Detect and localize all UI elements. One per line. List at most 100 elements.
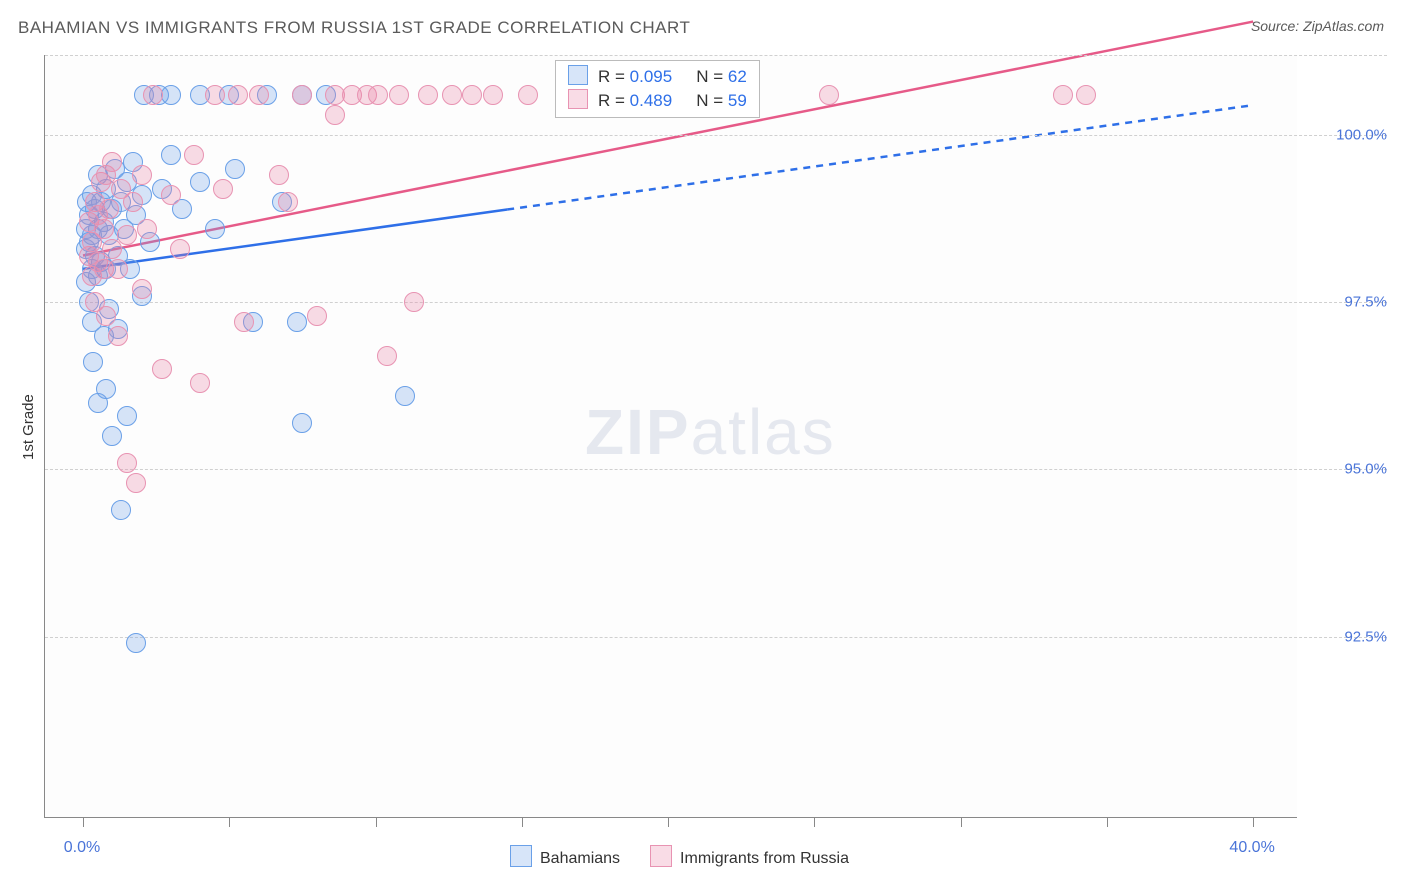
scatter-marker — [83, 352, 103, 372]
scatter-marker — [1076, 85, 1096, 105]
scatter-marker — [96, 379, 116, 399]
scatter-marker — [111, 500, 131, 520]
scatter-marker — [152, 359, 172, 379]
scatter-marker — [108, 326, 128, 346]
scatter-marker — [325, 105, 345, 125]
x-tick — [1253, 817, 1254, 827]
x-tick — [814, 817, 815, 827]
y-tick-label: 97.5% — [1307, 294, 1387, 311]
x-tick — [376, 817, 377, 827]
scatter-marker — [137, 219, 157, 239]
scatter-marker — [234, 312, 254, 332]
scatter-marker — [184, 145, 204, 165]
scatter-marker — [287, 312, 307, 332]
y-tick-label: 92.5% — [1307, 628, 1387, 645]
scatter-marker — [132, 279, 152, 299]
scatter-marker — [404, 292, 424, 312]
scatter-marker — [377, 346, 397, 366]
stats-r-label: R = — [598, 91, 630, 110]
legend-item: Immigrants from Russia — [650, 845, 849, 868]
scatter-marker — [307, 306, 327, 326]
legend-label: Bahamians — [540, 850, 620, 867]
scatter-marker — [126, 633, 146, 653]
scatter-marker — [161, 185, 181, 205]
scatter-marker — [161, 85, 181, 105]
scatter-marker — [108, 259, 128, 279]
scatter-marker — [126, 473, 146, 493]
scatter-marker — [170, 239, 190, 259]
scatter-marker — [1053, 85, 1073, 105]
x-tick — [229, 817, 230, 827]
scatter-marker — [96, 306, 116, 326]
scatter-marker — [190, 373, 210, 393]
legend-swatch — [510, 845, 532, 867]
trend-line — [83, 22, 1253, 256]
x-tick — [522, 817, 523, 827]
gridline — [45, 469, 1387, 470]
scatter-marker — [269, 165, 289, 185]
scatter-plot-area: ZIPatlas 92.5%95.0%97.5%100.0% — [44, 55, 1297, 818]
scatter-marker — [249, 85, 269, 105]
scatter-marker — [213, 179, 233, 199]
gridline — [45, 55, 1387, 56]
scatter-marker — [442, 85, 462, 105]
scatter-marker — [368, 85, 388, 105]
chart-legend: Bahamians Immigrants from Russia — [510, 845, 849, 868]
scatter-marker — [395, 386, 415, 406]
scatter-marker — [418, 85, 438, 105]
scatter-marker — [117, 406, 137, 426]
scatter-marker — [99, 199, 119, 219]
scatter-marker — [228, 85, 248, 105]
scatter-marker — [143, 85, 163, 105]
y-tick-label: 95.0% — [1307, 461, 1387, 478]
trend-line — [507, 105, 1253, 209]
x-tick — [961, 817, 962, 827]
scatter-marker — [462, 85, 482, 105]
stats-row: R = 0.095N = 62 — [568, 65, 747, 89]
gridline — [45, 637, 1387, 638]
scatter-marker — [819, 85, 839, 105]
gridline — [45, 302, 1387, 303]
scatter-marker — [123, 192, 143, 212]
scatter-marker — [102, 426, 122, 446]
x-tick — [1107, 817, 1108, 827]
scatter-marker — [190, 172, 210, 192]
chart-title: BAHAMIAN VS IMMIGRANTS FROM RUSSIA 1ST G… — [18, 18, 690, 38]
legend-item: Bahamians — [510, 845, 620, 868]
stats-swatch — [568, 89, 588, 109]
stats-n-label: N = — [696, 91, 728, 110]
stats-n-value: 59 — [728, 91, 747, 110]
stats-r-value: 0.489 — [630, 91, 673, 110]
y-axis-label: 1st Grade — [20, 394, 37, 460]
stats-n-value: 62 — [728, 67, 747, 86]
stats-r-value: 0.095 — [630, 67, 673, 86]
scatter-marker — [117, 453, 137, 473]
y-tick-label: 100.0% — [1307, 127, 1387, 144]
x-tick — [83, 817, 84, 827]
watermark: ZIPatlas — [585, 395, 836, 469]
gridline — [45, 135, 1387, 136]
x-tick-label: 40.0% — [1229, 839, 1274, 857]
correlation-stats-box: R = 0.095 N = 62 R = 0.489 N = 59 — [555, 60, 760, 118]
scatter-marker — [518, 85, 538, 105]
scatter-marker — [292, 85, 312, 105]
scatter-marker — [292, 413, 312, 433]
scatter-marker — [225, 159, 245, 179]
stats-row: R = 0.489 N = 59 — [568, 89, 747, 113]
legend-label: Immigrants from Russia — [680, 850, 849, 867]
scatter-marker — [278, 192, 298, 212]
scatter-marker — [132, 165, 152, 185]
x-tick-label: 0.0% — [64, 839, 100, 857]
x-tick — [668, 817, 669, 827]
scatter-marker — [205, 219, 225, 239]
stats-swatch — [568, 65, 588, 85]
scatter-marker — [161, 145, 181, 165]
stats-n-label: N = — [696, 67, 728, 86]
scatter-marker — [102, 152, 122, 172]
source-attribution: Source: ZipAtlas.com — [1251, 18, 1384, 34]
scatter-marker — [389, 85, 409, 105]
scatter-marker — [483, 85, 503, 105]
scatter-marker — [117, 225, 137, 245]
scatter-marker — [205, 85, 225, 105]
legend-swatch — [650, 845, 672, 867]
